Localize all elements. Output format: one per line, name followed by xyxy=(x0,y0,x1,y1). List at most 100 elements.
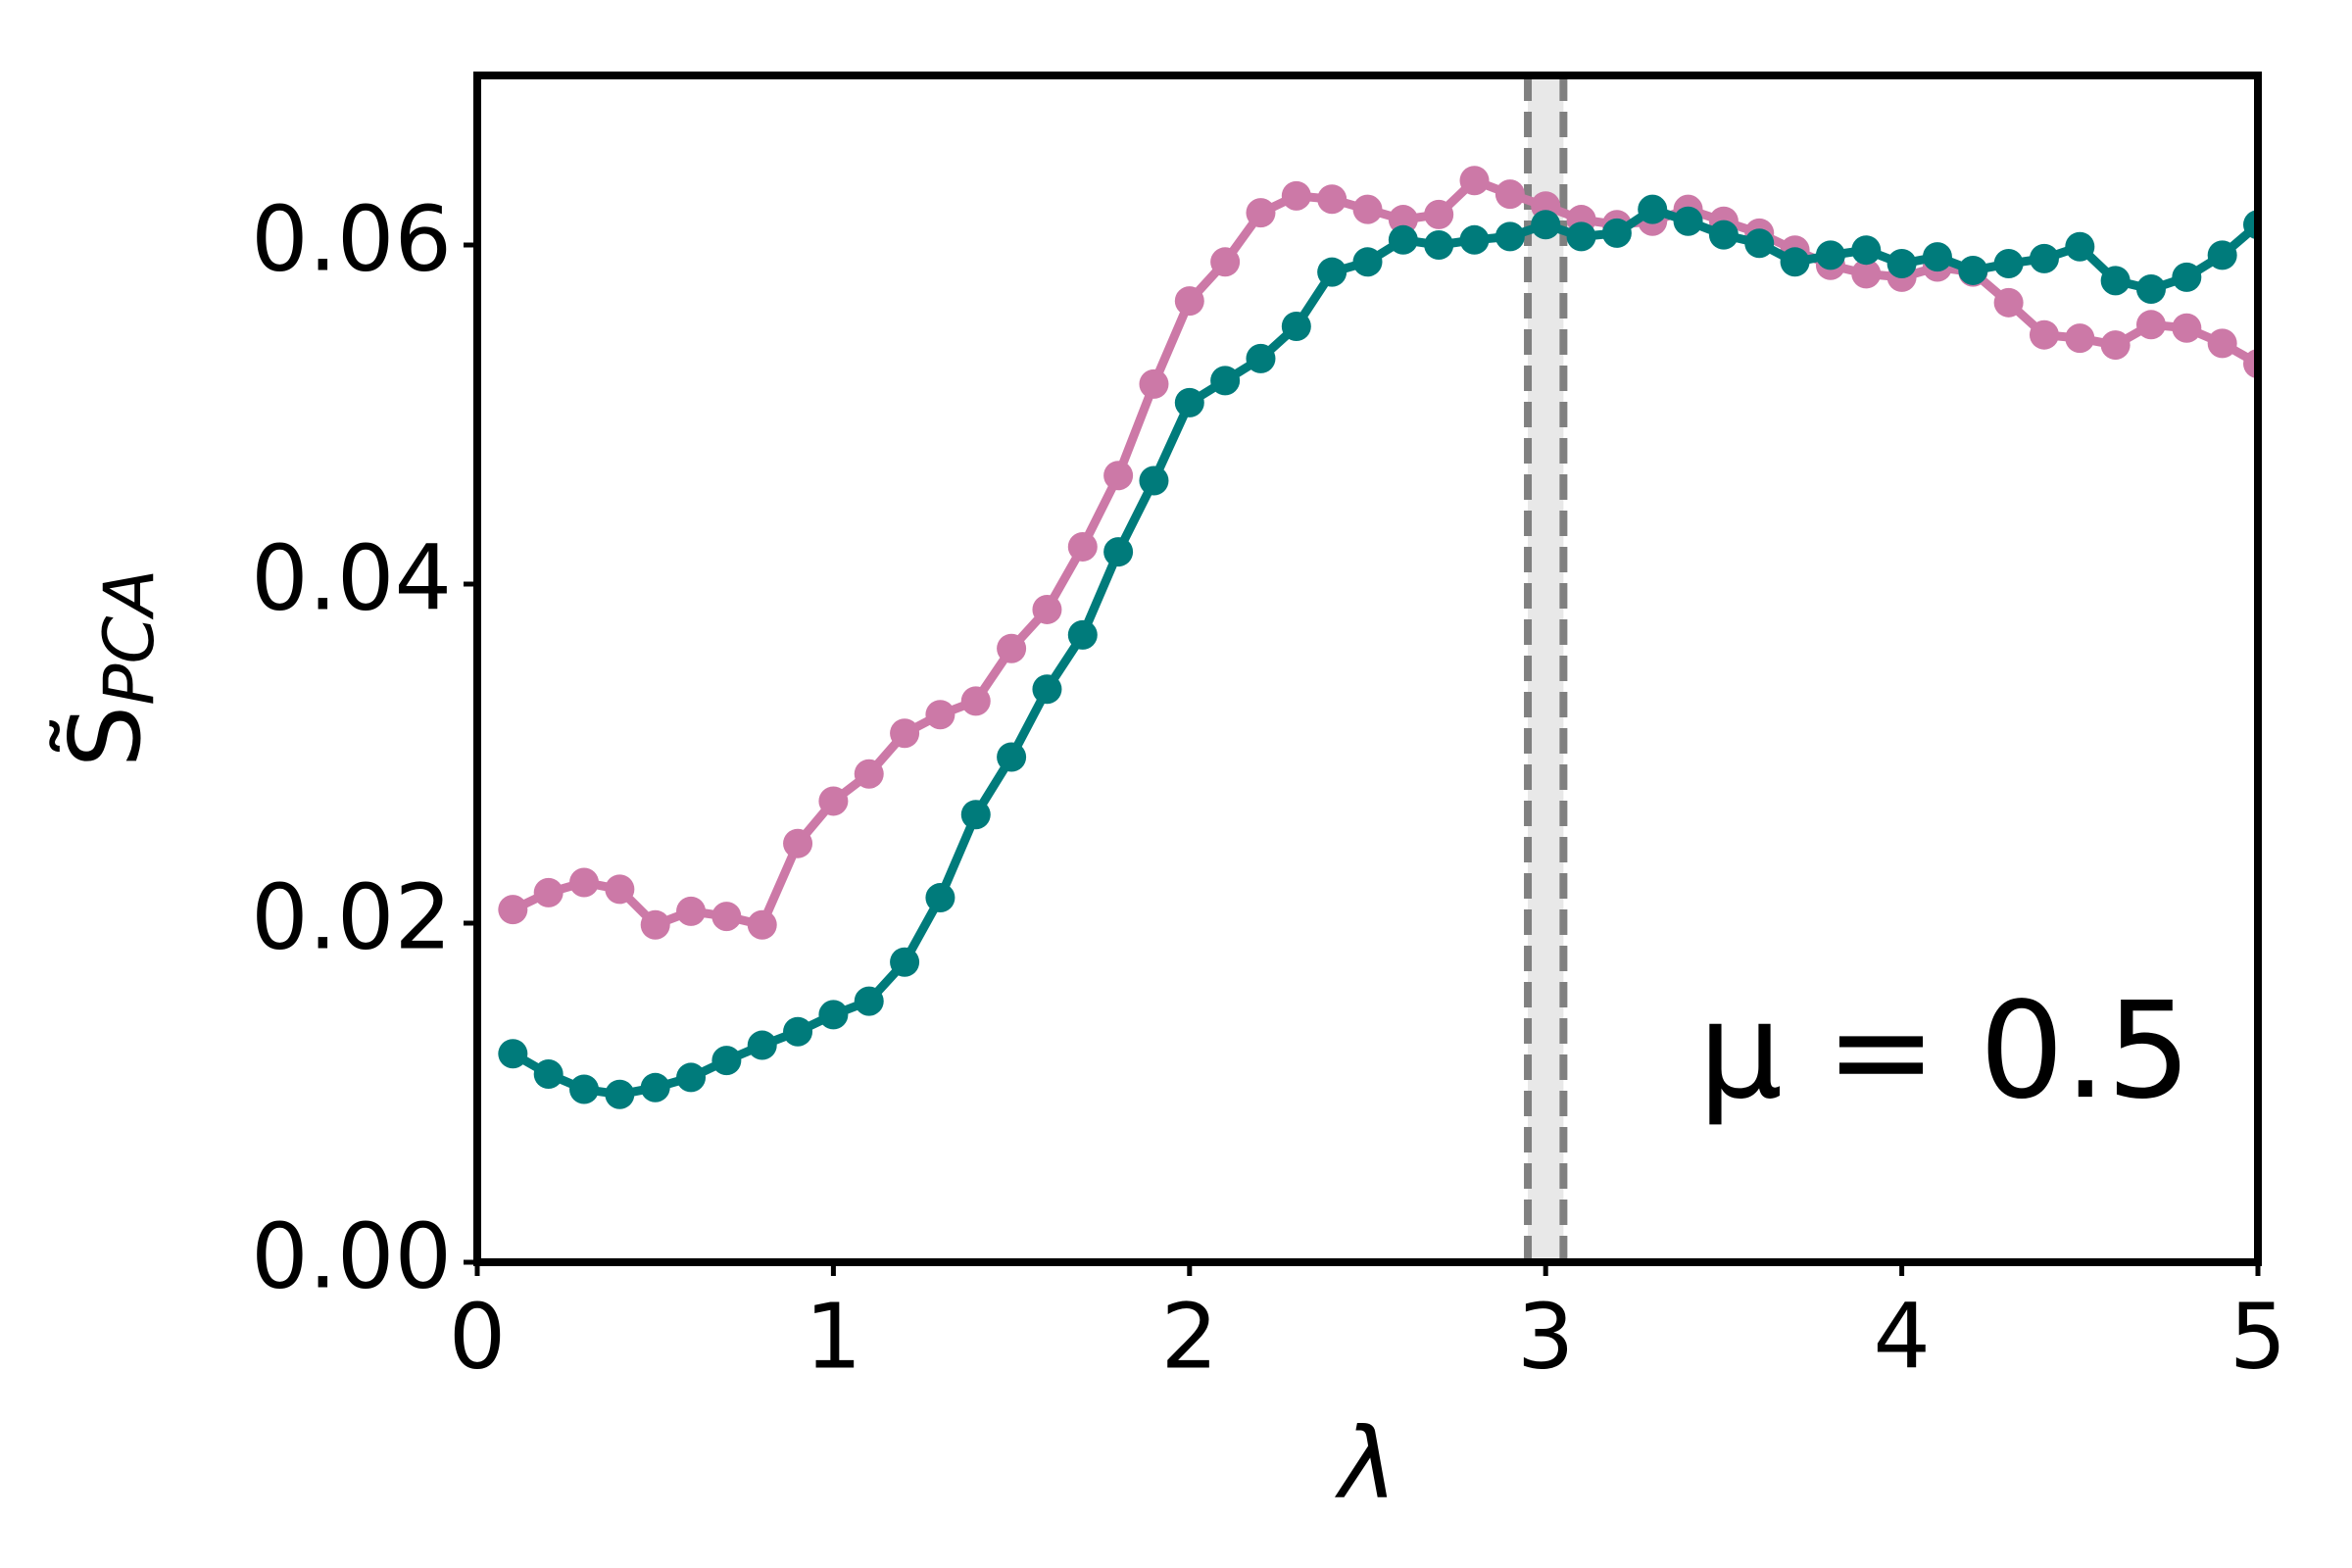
data-point xyxy=(2135,310,2166,340)
data-point xyxy=(1494,221,1525,252)
data-point xyxy=(1246,198,1276,228)
data-point xyxy=(854,986,884,1016)
data-point xyxy=(960,686,991,716)
x-tick-label: 4 xyxy=(1873,1284,1931,1389)
data-point xyxy=(925,883,956,913)
series-line xyxy=(511,205,2258,1100)
data-point xyxy=(997,742,1027,772)
data-point xyxy=(2100,330,2131,361)
data-point xyxy=(925,700,956,730)
data-point xyxy=(1281,180,1311,211)
data-point xyxy=(1352,194,1383,224)
data-point xyxy=(640,909,670,940)
data-point xyxy=(1815,240,1845,270)
y-tick-label: 0.00 xyxy=(251,1203,452,1308)
data-point xyxy=(1993,249,2024,279)
data-point xyxy=(818,1000,849,1030)
data-point xyxy=(783,1016,813,1047)
data-point xyxy=(854,759,884,789)
data-point xyxy=(605,874,635,905)
annotation: μ = 0.5 xyxy=(1698,974,2191,1129)
data-point xyxy=(2029,243,2059,273)
x-tick-label: 0 xyxy=(449,1284,507,1389)
x-axis-label: λ xyxy=(1334,1405,1396,1520)
y-tick-label: 0.06 xyxy=(251,186,452,291)
data-point xyxy=(1210,247,1241,277)
data-point xyxy=(711,1046,742,1076)
data-point xyxy=(1174,286,1204,317)
data-point xyxy=(1851,259,1882,289)
data-point xyxy=(1780,247,1810,277)
x-tick-label: 5 xyxy=(2230,1284,2287,1389)
y-label-subscript: PCA xyxy=(89,569,170,706)
data-point xyxy=(747,909,777,940)
data-point xyxy=(2172,262,2202,292)
data-point xyxy=(1958,255,1988,285)
data-point xyxy=(2207,328,2237,359)
y-axis-label: S̃PCA xyxy=(48,569,170,767)
data-point xyxy=(1139,368,1169,399)
data-point xyxy=(2172,313,2202,343)
data-point xyxy=(1317,184,1348,215)
data-point xyxy=(1566,221,1596,252)
data-point xyxy=(2029,319,2059,350)
data-point xyxy=(890,718,920,749)
data-point xyxy=(960,800,991,830)
data-point xyxy=(605,1079,635,1109)
shaded-span xyxy=(1528,75,1564,1262)
data-point xyxy=(1246,343,1276,373)
y-label-symbol: S̃ xyxy=(48,706,163,767)
data-point xyxy=(1601,218,1632,248)
data-point xyxy=(747,1030,777,1060)
data-point xyxy=(1032,674,1062,705)
data-point xyxy=(1352,247,1383,277)
data-point xyxy=(533,877,564,907)
data-point xyxy=(1032,594,1062,624)
data-point xyxy=(2207,240,2237,270)
data-point xyxy=(498,1039,528,1069)
data-point xyxy=(498,895,528,925)
data-point xyxy=(1067,619,1098,650)
y-tick-label: 0.02 xyxy=(251,864,452,969)
data-point xyxy=(2135,273,2166,304)
plot-area xyxy=(498,166,2258,1109)
series-line xyxy=(511,175,2258,930)
data-point xyxy=(1210,366,1241,396)
data-point xyxy=(1459,166,1490,196)
data-point xyxy=(1531,210,1561,240)
x-tick-label: 3 xyxy=(1517,1284,1575,1389)
data-point xyxy=(818,786,849,816)
data-point xyxy=(2065,231,2095,262)
data-point xyxy=(1744,228,1775,259)
data-point xyxy=(1103,461,1134,491)
data-point xyxy=(1424,199,1454,229)
data-point xyxy=(1424,230,1454,260)
data-point xyxy=(1638,194,1668,224)
data-point xyxy=(1494,179,1525,210)
data-point xyxy=(1139,466,1169,496)
data-point xyxy=(783,828,813,858)
data-point xyxy=(2065,323,2095,354)
data-point xyxy=(1851,235,1882,266)
data-point xyxy=(676,896,707,926)
data-point xyxy=(1281,312,1311,342)
data-point xyxy=(676,1062,707,1093)
data-point xyxy=(569,1074,600,1104)
x-tick-label: 2 xyxy=(1161,1284,1219,1389)
data-point xyxy=(890,947,920,977)
plot-frame xyxy=(473,72,2262,1266)
data-point xyxy=(1708,220,1739,250)
data-point xyxy=(1174,387,1204,417)
data-point xyxy=(1388,205,1418,235)
data-point xyxy=(533,1058,564,1089)
data-point xyxy=(1317,257,1348,287)
data-point xyxy=(1886,249,1917,279)
data-point xyxy=(1067,531,1098,562)
data-point xyxy=(1993,287,2024,318)
data-point xyxy=(1673,206,1703,236)
data-point xyxy=(997,633,1027,663)
data-point xyxy=(569,867,600,898)
data-point xyxy=(1103,537,1134,567)
data-point xyxy=(1459,224,1490,255)
